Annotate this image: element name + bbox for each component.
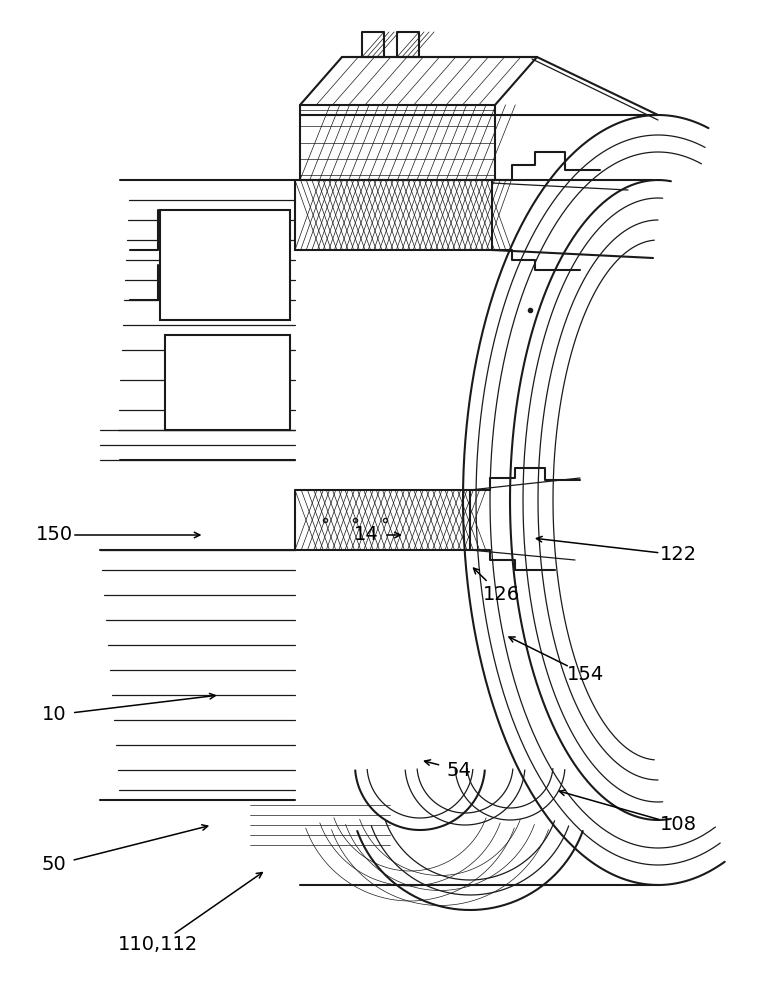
Bar: [165, 335, 290, 430]
Text: 54: 54: [446, 760, 471, 780]
Text: 10: 10: [42, 706, 66, 724]
Text: 150: 150: [35, 526, 72, 544]
Text: 50: 50: [42, 856, 66, 874]
Text: 110,112: 110,112: [118, 936, 198, 954]
Text: 122: 122: [660, 546, 697, 564]
Text: 14: 14: [354, 526, 379, 544]
Text: 154: 154: [567, 666, 604, 684]
Bar: [160, 210, 290, 320]
Text: 108: 108: [660, 816, 697, 834]
Text: 126: 126: [483, 585, 520, 604]
